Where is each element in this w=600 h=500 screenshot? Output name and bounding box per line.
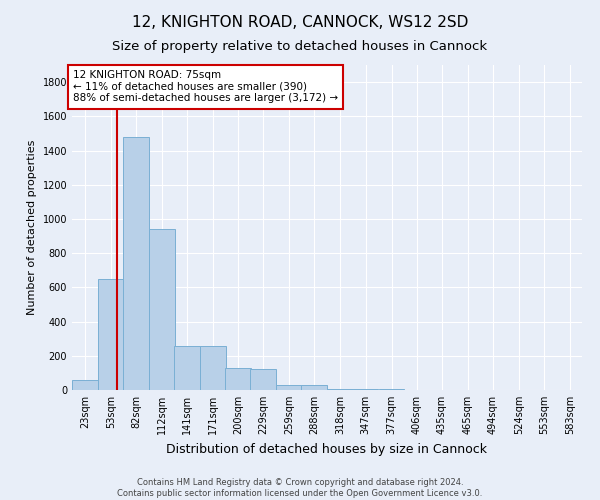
Bar bbox=[72, 380, 98, 390]
Text: Contains HM Land Registry data © Crown copyright and database right 2024.
Contai: Contains HM Land Registry data © Crown c… bbox=[118, 478, 482, 498]
Text: Size of property relative to detached houses in Cannock: Size of property relative to detached ho… bbox=[112, 40, 488, 53]
Bar bbox=[301, 385, 327, 390]
Bar bbox=[174, 346, 200, 390]
Bar bbox=[379, 389, 404, 390]
Bar bbox=[123, 137, 149, 390]
Y-axis label: Number of detached properties: Number of detached properties bbox=[27, 140, 37, 315]
Bar bbox=[98, 279, 124, 390]
Bar bbox=[328, 389, 353, 390]
Bar bbox=[250, 368, 276, 390]
Bar bbox=[200, 346, 226, 390]
Text: 12 KNIGHTON ROAD: 75sqm
← 11% of detached houses are smaller (390)
88% of semi-d: 12 KNIGHTON ROAD: 75sqm ← 11% of detache… bbox=[73, 70, 338, 103]
Bar bbox=[353, 389, 378, 390]
Bar bbox=[225, 368, 251, 390]
Bar bbox=[149, 229, 175, 390]
X-axis label: Distribution of detached houses by size in Cannock: Distribution of detached houses by size … bbox=[167, 442, 487, 456]
Bar bbox=[277, 385, 302, 390]
Text: 12, KNIGHTON ROAD, CANNOCK, WS12 2SD: 12, KNIGHTON ROAD, CANNOCK, WS12 2SD bbox=[132, 15, 468, 30]
